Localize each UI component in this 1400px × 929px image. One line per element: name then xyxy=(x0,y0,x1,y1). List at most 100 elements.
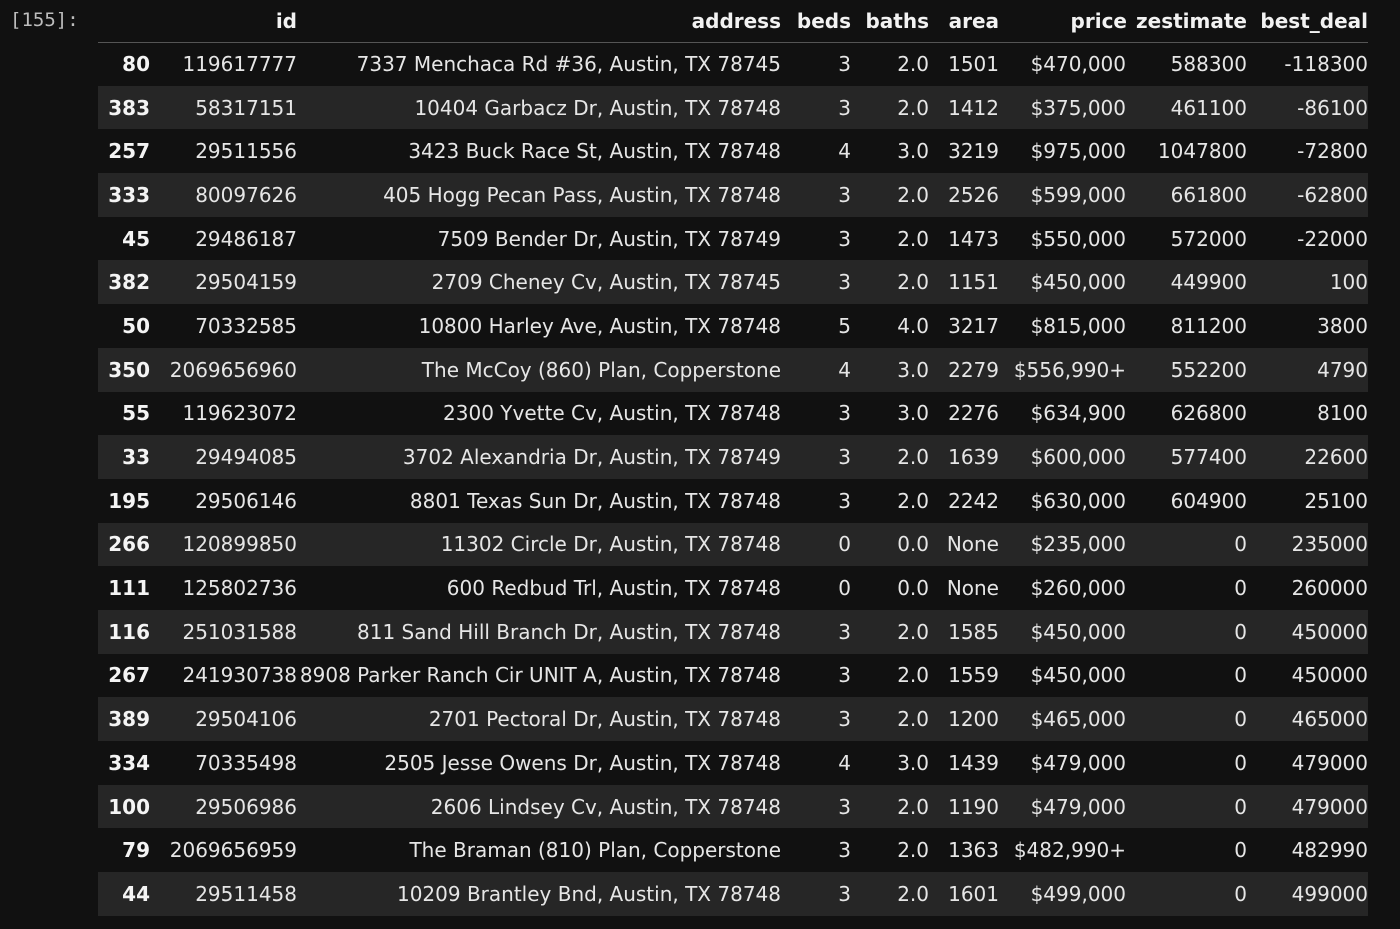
row-index: 55 xyxy=(122,401,150,426)
cell-baths: 2.0 xyxy=(897,794,929,819)
cell-area: 1151 xyxy=(948,270,999,295)
cell-id: 29506986 xyxy=(195,794,297,819)
cell-address: 3702 Alexandria Dr, Austin, TX 78749 xyxy=(402,445,781,470)
cell-zestimate: 588300 xyxy=(1170,52,1247,77)
cell-id: 29504106 xyxy=(195,707,297,732)
cell-baths: 2.0 xyxy=(897,881,929,906)
cell-zestimate: 604900 xyxy=(1170,488,1247,513)
cell-baths: 4.0 xyxy=(897,313,929,338)
cell-best-deal: 482990 xyxy=(1291,838,1368,863)
cell-beds: 0 xyxy=(838,576,851,601)
cell-area: None xyxy=(946,576,999,601)
cell-price: $450,000 xyxy=(1030,663,1126,688)
column-header-index xyxy=(98,0,150,43)
cell-address: 8908 Parker Ranch Cir UNIT A, Austin, TX… xyxy=(299,663,781,688)
cell-id: 29511556 xyxy=(195,139,297,164)
cell-zestimate: 0 xyxy=(1234,532,1247,557)
cell-best-deal: 260000 xyxy=(1291,576,1368,601)
cell-id: 29486187 xyxy=(195,226,297,251)
cell-baths: 2.0 xyxy=(897,182,929,207)
cell-id: 120899850 xyxy=(182,532,297,557)
cell-beds: 3 xyxy=(838,270,851,295)
cell-beds: 3 xyxy=(838,838,851,863)
cell-best-deal: 25100 xyxy=(1304,488,1368,513)
cell-price: $815,000 xyxy=(1030,313,1126,338)
cell-best-deal: 100 xyxy=(1329,270,1368,295)
cell-baths: 3.0 xyxy=(897,357,929,382)
row-index: 45 xyxy=(122,226,150,251)
cell-address: 811 Sand Hill Branch Dr, Austin, TX 7874… xyxy=(357,619,781,644)
column-header-baths: baths xyxy=(851,0,929,43)
cell-beds: 3 xyxy=(838,52,851,77)
cell-baths: 2.0 xyxy=(897,619,929,644)
table-row: 334 70335498 2505 Jesse Owens Dr, Austin, … xyxy=(98,741,1368,785)
cell-beds: 3 xyxy=(838,226,851,251)
cell-id: 125802736 xyxy=(182,576,297,601)
cell-address: 2300 Yvette Cv, Austin, TX 78748 xyxy=(443,401,781,426)
table-row: 44 29511458 10209 Brantley Bnd, Austin, TX… xyxy=(98,872,1368,916)
cell-price: $450,000 xyxy=(1030,619,1126,644)
cell-best-deal: 4790 xyxy=(1317,357,1368,382)
dataframe-table: id address beds baths area price zestimate best… xyxy=(98,0,1368,916)
cell-baths: 2.0 xyxy=(897,52,929,77)
cell-baths: 2.0 xyxy=(897,838,929,863)
cell-beds: 3 xyxy=(838,95,851,120)
cell-beds: 3 xyxy=(838,707,851,732)
cell-zestimate: 0 xyxy=(1234,707,1247,732)
cell-area: 1412 xyxy=(948,95,999,120)
cell-area: None xyxy=(946,532,999,557)
cell-address: 8801 Texas Sun Dr, Austin, TX 78748 xyxy=(409,488,781,513)
cell-baths: 3.0 xyxy=(897,139,929,164)
row-index: 44 xyxy=(122,881,150,906)
cell-beds: 5 xyxy=(838,313,851,338)
cell-id: 58317151 xyxy=(195,95,297,120)
cell-beds: 3 xyxy=(838,401,851,426)
cell-best-deal: -62800 xyxy=(1297,182,1368,207)
cell-address: The Braman (810) Plan, Copperstone xyxy=(409,838,781,863)
cell-best-deal: 235000 xyxy=(1291,532,1368,557)
cell-area: 1200 xyxy=(948,707,999,732)
cell-beds: 3 xyxy=(838,445,851,470)
cell-address: 7337 Menchaca Rd #36, Austin, TX 78745 xyxy=(356,52,781,77)
table-row: 195 29506146 8801 Texas Sun Dr, Austin, TX… xyxy=(98,479,1368,523)
table-row: 257 29511556 3423 Buck Race St, Austin, TX… xyxy=(98,129,1368,173)
cell-zestimate: 0 xyxy=(1234,576,1247,601)
cell-best-deal: 450000 xyxy=(1291,663,1368,688)
cell-beds: 4 xyxy=(838,139,851,164)
cell-address: 7509 Bender Dr, Austin, TX 78749 xyxy=(437,226,781,251)
cell-id: 241930738 xyxy=(182,663,297,688)
cell-best-deal: -118300 xyxy=(1284,52,1368,77)
cell-area: 1363 xyxy=(948,838,999,863)
cell-price: $499,000 xyxy=(1030,881,1126,906)
cell-baths: 2.0 xyxy=(897,445,929,470)
column-header-zestimate: zestimate xyxy=(1127,0,1247,43)
cell-area: 2279 xyxy=(948,357,999,382)
cell-baths: 2.0 xyxy=(897,488,929,513)
row-index: 33 xyxy=(122,445,150,470)
table-row: 382 29504159 2709 Cheney Cv, Austin, TX 78… xyxy=(98,260,1368,305)
cell-execution-count: [155]: xyxy=(10,9,79,31)
cell-id: 29504159 xyxy=(195,270,297,295)
cell-best-deal: 479000 xyxy=(1291,750,1368,775)
cell-area: 1473 xyxy=(948,226,999,251)
cell-id: 119623072 xyxy=(182,401,297,426)
cell-zestimate: 1047800 xyxy=(1157,139,1247,164)
cell-price: $465,000 xyxy=(1030,707,1126,732)
table-row: 333 80097626 405 Hogg Pecan Pass, Austin, … xyxy=(98,173,1368,217)
row-index: 111 xyxy=(108,576,150,601)
table-row: 267 241930738 8908 Parker Ranch Cir UNIT A… xyxy=(98,654,1368,698)
cell-price: $634,900 xyxy=(1030,401,1126,426)
cell-price: $599,000 xyxy=(1030,182,1126,207)
cell-baths: 2.0 xyxy=(897,663,929,688)
table-row: 33 29494085 3702 Alexandria Dr, Austin, TX… xyxy=(98,435,1368,479)
row-index: 80 xyxy=(122,52,150,77)
table-row: 383 58317151 10404 Garbacz Dr, Austin, TX … xyxy=(98,85,1368,130)
column-header-beds: beds xyxy=(781,0,851,43)
cell-baths: 2.0 xyxy=(897,226,929,251)
cell-address: 11302 Circle Dr, Austin, TX 78748 xyxy=(440,532,781,557)
cell-id: 70335498 xyxy=(195,750,297,775)
cell-address: 2701 Pectoral Dr, Austin, TX 78748 xyxy=(428,707,781,732)
cell-zestimate: 0 xyxy=(1234,619,1247,644)
cell-area: 1501 xyxy=(948,52,999,77)
cell-beds: 3 xyxy=(838,794,851,819)
